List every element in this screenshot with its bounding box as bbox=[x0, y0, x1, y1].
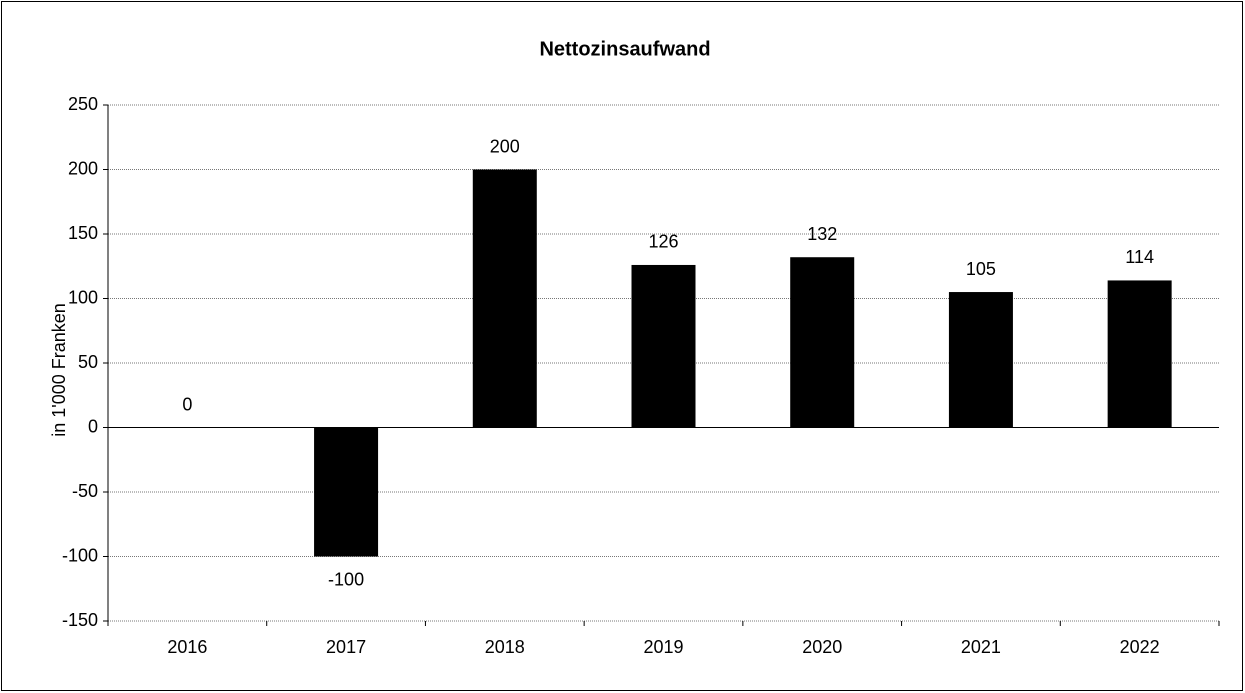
x-tick-label: 2021 bbox=[961, 637, 1001, 657]
bar bbox=[948, 292, 1013, 428]
y-tick-label: 200 bbox=[68, 158, 98, 178]
chart-title: Nettozinsaufwand bbox=[539, 38, 710, 60]
x-tick-label: 2022 bbox=[1120, 637, 1160, 657]
data-label: 132 bbox=[807, 224, 837, 244]
y-tick-label: -50 bbox=[72, 481, 98, 501]
y-tick-label: 50 bbox=[78, 352, 98, 372]
x-tick-label: 2016 bbox=[167, 637, 207, 657]
data-label: 114 bbox=[1125, 247, 1154, 267]
x-tick-label: 2019 bbox=[643, 637, 683, 657]
y-tick-label: 100 bbox=[68, 287, 98, 307]
y-tick-label: 150 bbox=[68, 223, 98, 243]
data-label: 200 bbox=[490, 136, 520, 156]
x-tick-label: 2017 bbox=[326, 637, 366, 657]
bar bbox=[1107, 280, 1172, 428]
bar bbox=[631, 264, 696, 428]
y-tick-label: -150 bbox=[62, 610, 98, 630]
bar bbox=[314, 427, 379, 557]
y-tick-label: 250 bbox=[68, 94, 98, 114]
y-tick-label: -100 bbox=[62, 545, 98, 565]
bar bbox=[472, 169, 537, 428]
data-label: -100 bbox=[328, 569, 364, 589]
data-label: 126 bbox=[648, 232, 678, 252]
y-axis-label: in 1'000 Franken bbox=[49, 303, 69, 437]
data-label: 105 bbox=[966, 259, 996, 279]
bar bbox=[790, 257, 855, 428]
y-tick-label: 0 bbox=[88, 416, 98, 436]
x-tick-label: 2018 bbox=[485, 637, 525, 657]
x-tick-label: 2020 bbox=[802, 637, 842, 657]
data-label: 0 bbox=[182, 394, 192, 414]
